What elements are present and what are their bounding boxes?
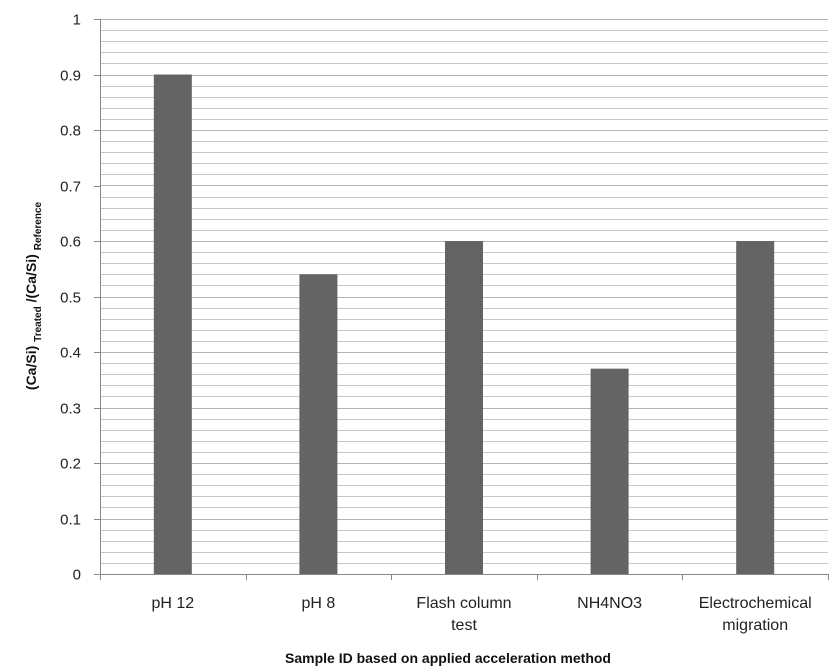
bars — [153, 74, 775, 574]
y-tick-label: 0.6 — [60, 234, 81, 251]
x-category-label-line: NH4NO3 — [577, 595, 642, 612]
x-category-label-line: Electrochemical — [699, 595, 812, 612]
x-category-label: pH 8 — [302, 595, 336, 612]
y-axis-label-subscript: Reference — [33, 201, 44, 250]
y-axis-label: (Ca/Si) Treated /(Ca/Si) Reference — [23, 201, 44, 390]
y-tick-label: 0.7 — [60, 179, 81, 196]
bar — [736, 241, 775, 574]
y-tick-label: 0 — [73, 567, 81, 584]
x-category-label: Flash column test — [416, 595, 511, 634]
bar — [590, 368, 629, 574]
y-tick-label: 1 — [73, 12, 81, 29]
bar — [153, 74, 192, 574]
x-category-label-line: pH 12 — [151, 595, 194, 612]
bar — [445, 241, 483, 574]
x-category-label-line: migration — [722, 617, 788, 634]
x-category-label-line: test — [451, 617, 477, 634]
y-axis-label-subscript: Treated — [33, 306, 44, 342]
y-axis-label-part: (Ca/Si) — [23, 346, 39, 390]
bar — [299, 274, 338, 574]
y-axis-label-part: /(Ca/Si) — [23, 254, 39, 302]
y-axis-ticks: 0 0.1 0.2 0.3 0.4 0.5 0.6 0.7 0.8 0.9 1 — [60, 12, 100, 584]
x-category-label-line: Flash column — [416, 595, 511, 612]
x-category-label: NH4NO3 — [577, 595, 642, 612]
y-tick-label: 0.4 — [60, 345, 81, 362]
y-tick-label: 0.2 — [60, 456, 81, 473]
y-tick-label: 0.3 — [60, 401, 81, 418]
x-category-label: pH 12 — [151, 595, 194, 612]
y-tick-label: 0.9 — [60, 68, 81, 85]
y-tick-label: 0.1 — [60, 512, 81, 529]
y-tick-label: 0.8 — [60, 123, 81, 140]
x-axis-label: Sample ID based on applied acceleration … — [285, 650, 611, 666]
x-axis-ticks: pH 12 pH 8 Flash column test NH4NO3 Electroch… — [100, 574, 829, 634]
x-category-label-line: pH 8 — [302, 595, 336, 612]
x-category-label: Electrochemical migration — [699, 595, 812, 634]
y-tick-label: 0.5 — [60, 290, 81, 307]
